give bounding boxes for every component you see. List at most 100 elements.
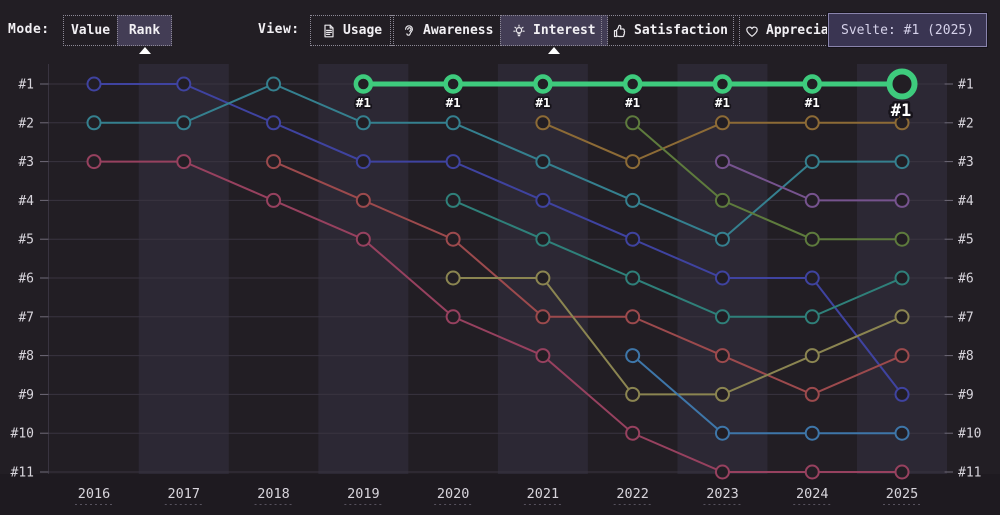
- data-point-series-olivegreen[interactable]: [714, 192, 730, 208]
- data-point-series-indigo[interactable]: [535, 192, 551, 208]
- view-button-satisfaction[interactable]: Satisfaction: [601, 15, 740, 46]
- y-tick-label-left: #1: [18, 78, 34, 93]
- series-line-series-teal[interactable]: [94, 82, 903, 241]
- data-point-series-indigo[interactable]: [176, 76, 192, 92]
- data-point-series-teal[interactable]: [625, 192, 641, 208]
- data-point-series-teal[interactable]: [355, 115, 371, 131]
- thumbs-up-icon: [613, 24, 626, 37]
- series-line-series-crimson[interactable]: [94, 160, 903, 473]
- view-button-interest[interactable]: Interest: [500, 15, 608, 54]
- data-point-series-crimson[interactable]: [535, 348, 551, 364]
- data-point-series-crimson[interactable]: [86, 154, 102, 170]
- view-button-awareness[interactable]: Awareness: [390, 15, 506, 46]
- data-point-series-purple[interactable]: [804, 192, 820, 208]
- data-point-series-indigo[interactable]: [714, 270, 730, 286]
- data-point-series-crimson[interactable]: [625, 425, 641, 441]
- data-point-series-olive[interactable]: [625, 386, 641, 402]
- rank-label: #1: [446, 95, 461, 110]
- year-band: [497, 64, 588, 474]
- data-point-series-brown[interactable]: [804, 115, 820, 131]
- data-point-series-red[interactable]: [894, 348, 910, 364]
- data-point-series-teal[interactable]: [804, 154, 820, 170]
- data-point-series-indigo[interactable]: [894, 386, 910, 402]
- data-point-Svelte[interactable]: [443, 74, 463, 94]
- data-point-series-teal[interactable]: [176, 115, 192, 131]
- data-point-series-olive[interactable]: [804, 348, 820, 364]
- data-point-series-azure[interactable]: [804, 425, 820, 441]
- data-point-series-olivegreen[interactable]: [804, 231, 820, 247]
- series-line-series-olivegreen[interactable]: [632, 122, 903, 241]
- ear-icon: [405, 24, 413, 36]
- data-point-series-brown[interactable]: [714, 115, 730, 131]
- data-point-series-crimson[interactable]: [804, 464, 820, 480]
- data-point-series-olive[interactable]: [445, 270, 461, 286]
- data-point-series-seagreen[interactable]: [714, 309, 730, 325]
- data-point-series-olive[interactable]: [535, 270, 551, 286]
- series-line-series-azure[interactable]: [632, 354, 903, 435]
- series-highlight-Svelte[interactable]: #1 #1 #1 #1 #1 #1 #1: [353, 68, 918, 124]
- series-line-series-seagreen[interactable]: [452, 199, 903, 318]
- data-point-series-azure[interactable]: [894, 425, 910, 441]
- data-point-series-brown[interactable]: [625, 154, 641, 170]
- data-point-series-purple[interactable]: [714, 154, 730, 170]
- data-point-series-teal[interactable]: [894, 154, 910, 170]
- series-line-series-red[interactable]: [273, 160, 903, 396]
- x-axis-strip: [0, 474, 1000, 515]
- data-point-series-red[interactable]: [445, 231, 461, 247]
- data-point-series-crimson[interactable]: [894, 464, 910, 480]
- data-point-Svelte[interactable]: [712, 74, 733, 94]
- data-point-series-red[interactable]: [355, 192, 371, 208]
- data-point-series-indigo[interactable]: [86, 76, 102, 92]
- data-point-series-red[interactable]: [714, 348, 730, 364]
- data-point-series-indigo[interactable]: [266, 115, 282, 131]
- data-point-series-seagreen[interactable]: [445, 192, 461, 208]
- data-point-series-olive[interactable]: [894, 309, 910, 325]
- data-point-series-teal[interactable]: [86, 115, 102, 131]
- data-point-series-brown[interactable]: [535, 115, 551, 131]
- data-point-series-indigo[interactable]: [804, 270, 820, 286]
- data-point-series-azure[interactable]: [714, 425, 730, 441]
- data-point-series-olivegreen[interactable]: [625, 115, 641, 131]
- data-point-series-crimson[interactable]: [266, 192, 282, 208]
- data-point-series-crimson[interactable]: [445, 309, 461, 325]
- data-point-series-seagreen[interactable]: [535, 231, 551, 247]
- mode-button-rank[interactable]: Rank: [117, 15, 172, 54]
- data-point-series-red[interactable]: [266, 154, 282, 170]
- data-point-series-crimson[interactable]: [176, 154, 192, 170]
- view-button-usage[interactable]: Usage: [310, 15, 395, 46]
- data-point-series-teal[interactable]: [445, 115, 461, 131]
- data-point-series-red[interactable]: [535, 309, 551, 325]
- y-tick-label-left: #7: [18, 310, 34, 325]
- data-point-series-seagreen[interactable]: [625, 270, 641, 286]
- data-point-series-indigo[interactable]: [355, 154, 371, 170]
- data-point-Svelte[interactable]: [353, 74, 374, 94]
- data-point-Svelte[interactable]: [533, 74, 553, 94]
- x-tick-label: 2022: [616, 486, 649, 502]
- data-point-series-indigo[interactable]: [445, 154, 461, 170]
- data-point-series-red[interactable]: [625, 309, 641, 325]
- data-point-series-crimson[interactable]: [355, 231, 371, 247]
- data-point-series-seagreen[interactable]: [804, 309, 820, 325]
- rank-label: #1: [715, 95, 730, 110]
- data-point-series-crimson[interactable]: [714, 464, 730, 480]
- data-point-series-olive[interactable]: [714, 386, 730, 402]
- mode-button-value[interactable]: Value: [63, 15, 118, 46]
- data-point-series-seagreen[interactable]: [894, 270, 910, 286]
- data-point-series-teal[interactable]: [535, 154, 551, 170]
- year-band: [138, 64, 229, 474]
- y-tick-label-right: #7: [958, 310, 974, 325]
- data-point-Svelte[interactable]: [886, 68, 918, 100]
- data-point-Svelte[interactable]: [622, 74, 643, 94]
- data-point-series-red[interactable]: [804, 386, 820, 402]
- data-point-series-teal[interactable]: [714, 231, 730, 247]
- data-point-series-indigo[interactable]: [625, 231, 641, 247]
- y-tick-label-left: #9: [18, 388, 34, 403]
- data-point-series-azure[interactable]: [625, 348, 641, 364]
- data-point-series-teal[interactable]: [266, 76, 282, 92]
- x-tick-label: 2023: [706, 486, 739, 502]
- data-point-series-brown[interactable]: [894, 115, 910, 131]
- data-point-series-purple[interactable]: [894, 192, 910, 208]
- data-point-series-olivegreen[interactable]: [894, 231, 910, 247]
- data-point-Svelte[interactable]: [802, 74, 822, 94]
